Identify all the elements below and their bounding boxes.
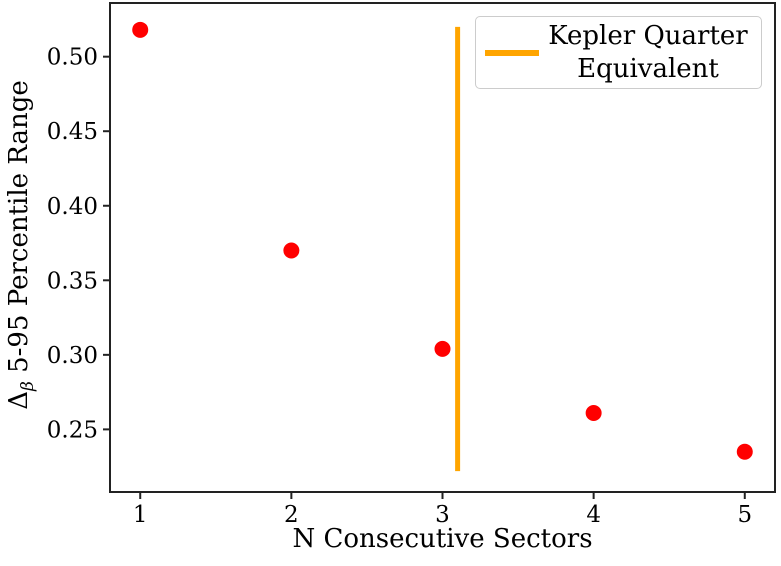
y-axis-label-symbol: Δ xyxy=(4,391,34,410)
x-tick-label: 5 xyxy=(737,502,752,528)
y-tick-label: 0.50 xyxy=(47,45,98,71)
y-tick-label: 0.45 xyxy=(47,119,98,145)
legend-line-swatch xyxy=(485,49,539,56)
y-axis-label-rest: 5-95 Percentile Range xyxy=(4,80,34,382)
scatter-point xyxy=(434,340,451,357)
scatter-point xyxy=(736,443,753,460)
legend-label: Kepler Quarter Equivalent xyxy=(539,20,761,86)
y-axis-label-subscript: β xyxy=(18,381,39,392)
x-tick-label: 2 xyxy=(284,502,299,528)
y-axis-label: Δβ 5-95 Percentile Range xyxy=(4,0,38,495)
y-tick-label: 0.25 xyxy=(47,417,98,443)
x-tick-label: 4 xyxy=(586,502,601,528)
x-axis-label: N Consecutive Sectors xyxy=(292,524,593,554)
legend: Kepler Quarter Equivalent xyxy=(475,16,762,89)
legend-label-line1: Kepler Quarter xyxy=(548,20,748,51)
y-tick-label: 0.35 xyxy=(47,268,98,294)
y-tick-label: 0.30 xyxy=(47,343,98,369)
x-tick-label: 1 xyxy=(133,502,148,528)
legend-label-line2: Equivalent xyxy=(577,53,719,84)
x-tick-label: 3 xyxy=(435,502,450,528)
y-tick-label: 0.40 xyxy=(47,194,98,220)
scatter-point xyxy=(283,242,300,259)
scatter-point xyxy=(585,404,602,421)
scatter-point xyxy=(132,21,149,38)
